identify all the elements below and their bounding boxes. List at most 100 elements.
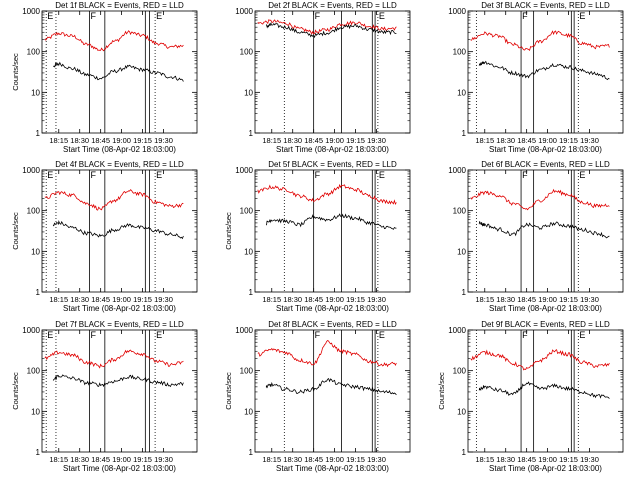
event-marker-label: E	[47, 170, 53, 180]
x-tick-label: 19:15	[559, 136, 578, 145]
panel-title: Det 7f BLACK = Events, RED = LLD	[55, 320, 184, 329]
series-line-lld	[470, 30, 610, 51]
series-line-events	[52, 374, 184, 388]
y-tick-label: 10	[457, 407, 466, 416]
event-marker-label: F	[90, 11, 96, 21]
y-tick-label: 1000	[22, 326, 40, 335]
y-axis-label: Counts/sec	[11, 53, 20, 91]
panel-title: Det 6f BLACK = Events, RED = LLD	[481, 160, 610, 169]
y-tick-label: 1	[249, 129, 254, 138]
x-axis-label: Start Time (08-Apr-02 18:03:00)	[63, 145, 176, 154]
x-tick-label: 19:30	[580, 295, 599, 304]
series-line-lld	[257, 19, 397, 35]
x-axis-label: Start Time (08-Apr-02 18:03:00)	[63, 304, 176, 313]
y-tick-label: 10	[457, 88, 466, 97]
x-tick-label: 18:30	[496, 455, 515, 464]
x-tick-label: 19:30	[367, 455, 386, 464]
x-tick-label: 19:30	[580, 136, 599, 145]
event-marker-label: E	[47, 11, 53, 21]
x-tick-label: 18:45	[91, 136, 110, 145]
x-tick-label: 19:00	[325, 136, 344, 145]
plot-frame	[254, 169, 411, 293]
y-tick-label: 1000	[448, 326, 466, 335]
x-tick-label: 18:30	[283, 136, 302, 145]
x-tick-label: 19:30	[367, 136, 386, 145]
y-tick-label: 10	[244, 247, 253, 256]
x-tick-label: 18:30	[283, 455, 302, 464]
x-tick-label: 18:30	[70, 136, 89, 145]
y-axis-label: Counts/sec	[11, 212, 20, 250]
y-tick-label: 1	[36, 448, 41, 457]
event-marker-label: E	[379, 11, 385, 21]
event-marker-label: F	[315, 330, 321, 340]
y-tick-label: 1000	[235, 7, 253, 16]
y-tick-label: 10	[244, 88, 253, 97]
event-marker-label: F	[522, 11, 528, 21]
x-tick-label: 18:45	[517, 136, 536, 145]
event-marker-label: E	[156, 330, 162, 340]
x-tick-label: 18:15	[49, 295, 68, 304]
event-marker-label: F	[315, 11, 321, 21]
panel-title: Det 2f BLACK = Events, RED = LLD	[268, 1, 397, 10]
x-axis-label: Start Time (08-Apr-02 18:03:00)	[276, 464, 389, 473]
x-tick-label: 19:00	[538, 295, 557, 304]
x-tick-label: 18:45	[304, 295, 323, 304]
panel-title: Det 3f BLACK = Events, RED = LLD	[481, 1, 610, 10]
x-tick-label: 19:30	[154, 295, 173, 304]
event-marker-label: E	[156, 170, 162, 180]
series-line-lld	[470, 188, 610, 211]
x-axis-label: Start Time (08-Apr-02 18:03:00)	[489, 464, 602, 473]
x-tick-label: 18:45	[304, 136, 323, 145]
y-tick-label: 1	[249, 448, 254, 457]
series-line-events	[265, 213, 397, 230]
y-tick-label: 100	[453, 207, 467, 216]
y-tick-label: 1	[462, 288, 467, 297]
x-tick-label: 19:30	[154, 136, 173, 145]
y-tick-label: 100	[27, 367, 41, 376]
y-tick-label: 1000	[448, 166, 466, 175]
y-tick-label: 10	[244, 407, 253, 416]
series-line-events	[265, 22, 397, 39]
x-tick-label: 18:45	[517, 295, 536, 304]
x-tick-label: 18:15	[262, 295, 281, 304]
plot-frame	[254, 10, 411, 134]
y-tick-label: 10	[457, 247, 466, 256]
x-axis-label: Start Time (08-Apr-02 18:03:00)	[489, 145, 602, 154]
y-tick-label: 1000	[22, 7, 40, 16]
y-tick-label: 10	[31, 247, 40, 256]
y-tick-label: 100	[453, 367, 467, 376]
x-tick-label: 19:30	[367, 295, 386, 304]
event-marker-label: F	[90, 330, 96, 340]
panel-title: Det 8f BLACK = Events, RED = LLD	[268, 320, 397, 329]
x-axis-label: Start Time (08-Apr-02 18:03:00)	[276, 145, 389, 154]
y-tick-label: 1000	[235, 166, 253, 175]
y-axis-label: Counts/sec	[224, 372, 233, 410]
x-tick-label: 19:15	[346, 136, 365, 145]
x-tick-label: 19:30	[580, 455, 599, 464]
x-tick-label: 18:45	[91, 295, 110, 304]
y-axis-label: Counts/sec	[11, 372, 20, 410]
y-tick-label: 1	[36, 129, 41, 138]
y-tick-label: 1000	[448, 7, 466, 16]
x-tick-label: 18:30	[70, 295, 89, 304]
plot-frame	[41, 329, 198, 453]
x-tick-label: 19:00	[538, 136, 557, 145]
x-tick-label: 19:15	[133, 295, 152, 304]
y-tick-label: 100	[453, 48, 467, 57]
x-tick-label: 19:00	[325, 295, 344, 304]
y-tick-label: 1000	[235, 326, 253, 335]
x-tick-label: 19:00	[112, 295, 131, 304]
plot-frame	[467, 169, 624, 293]
event-marker-label: E	[579, 11, 585, 21]
x-tick-label: 18:15	[475, 136, 494, 145]
x-tick-label: 18:15	[49, 455, 68, 464]
x-tick-label: 18:45	[91, 455, 110, 464]
event-marker-label: E	[47, 330, 53, 340]
